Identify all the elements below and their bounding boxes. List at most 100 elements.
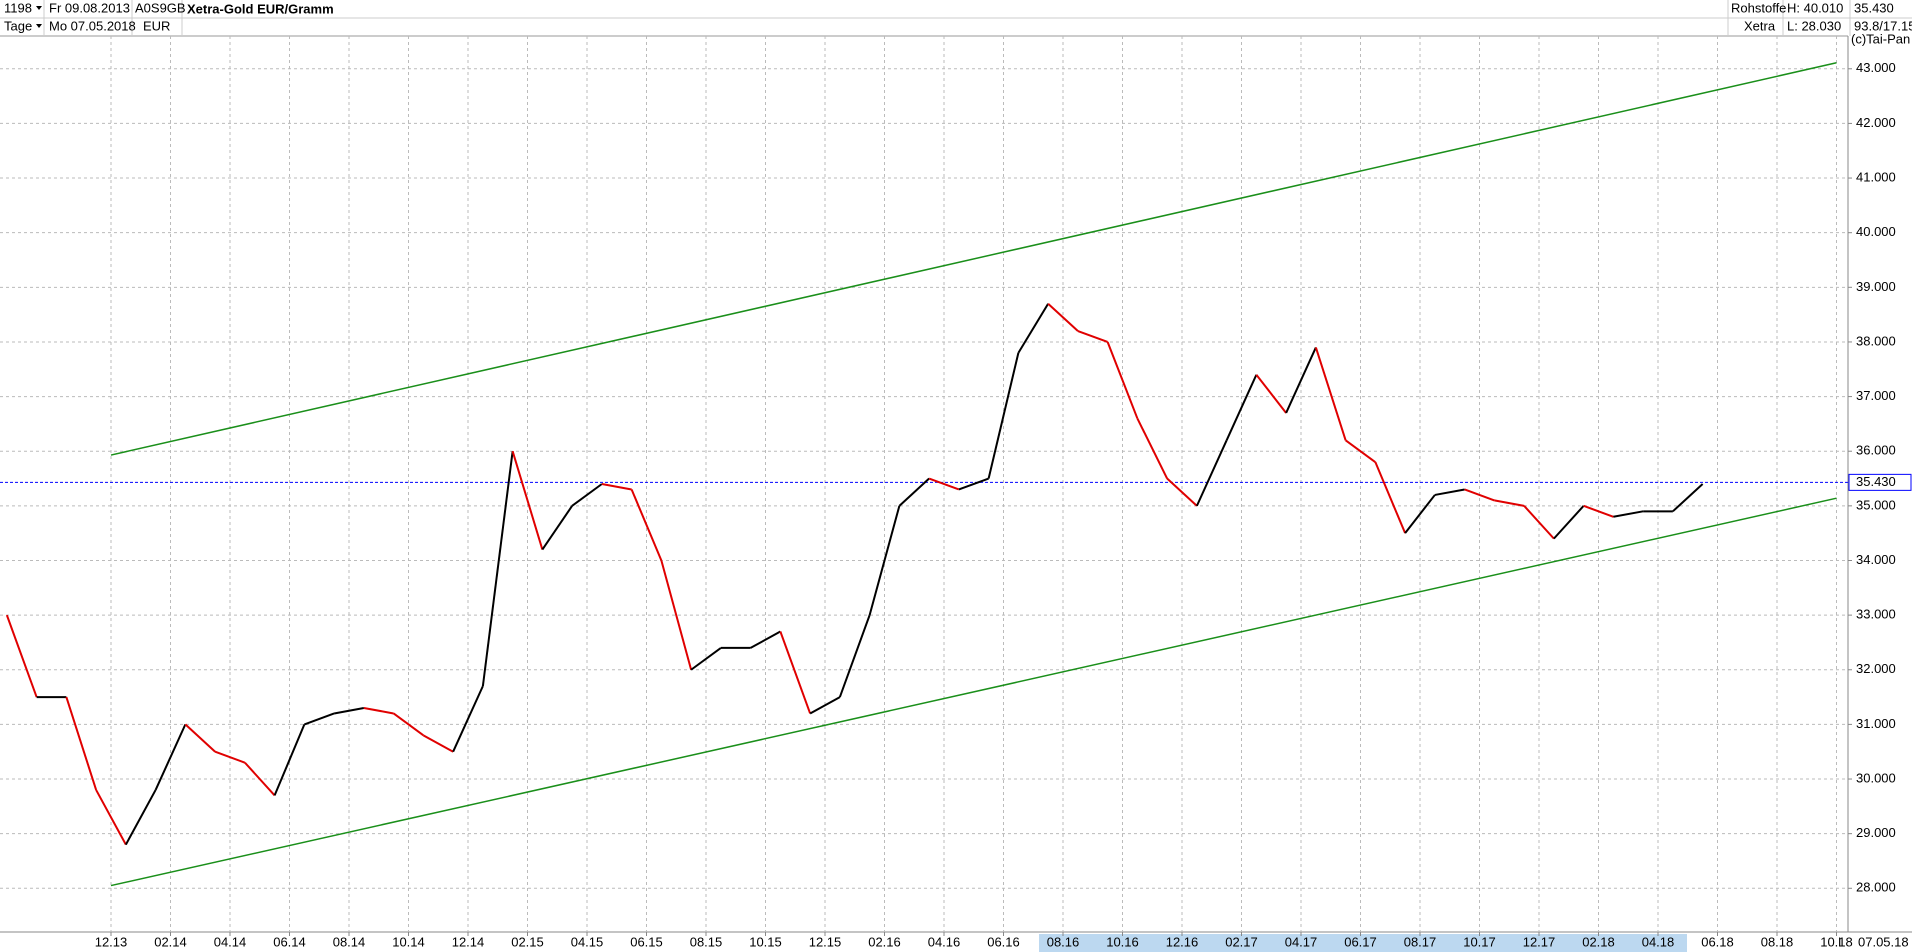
x-tick-label: 06.15: [630, 934, 663, 949]
group: Rohstoffe: [1731, 0, 1786, 15]
price-segment: [898, 477, 930, 507]
price-segment: [1434, 488, 1465, 496]
price-segment: [928, 477, 960, 491]
current-date: 07.05.18: [1858, 934, 1909, 949]
isin: A0S9GB: [135, 0, 186, 15]
y-tick-label: 28.000: [1856, 880, 1896, 895]
price-segment: [244, 761, 276, 797]
x-tick-label: 04.18: [1642, 934, 1675, 949]
price-segment: [571, 483, 603, 507]
price-segment: [214, 750, 246, 764]
price-segment: [838, 614, 871, 698]
y-tick-label: 43.000: [1856, 60, 1896, 75]
price-segment: [5, 614, 38, 698]
price-segment: [1374, 461, 1407, 534]
price-segment: [184, 723, 216, 753]
x-tick-label: 10.18: [1820, 934, 1853, 949]
price-segment: [304, 712, 335, 726]
price-segment: [452, 685, 484, 753]
price-segment: [393, 712, 424, 737]
x-tick-label: 02.18: [1582, 934, 1615, 949]
price-segment: [1225, 374, 1258, 441]
trend-line: [110, 497, 1837, 887]
from-date: Fr 09.08.2013: [49, 0, 130, 15]
last-price-box: [1848, 473, 1912, 491]
price-segment: [809, 696, 841, 715]
period[interactable]: Tage: [4, 18, 32, 33]
dropdown-arrow: [36, 24, 42, 28]
price-segment: [1404, 494, 1436, 534]
y-tick-label: 38.000: [1856, 333, 1896, 348]
x-tick-label: 02.16: [868, 934, 901, 949]
price-segment: [660, 560, 693, 671]
price-segment: [779, 631, 812, 714]
x-tick-label: 08.18: [1761, 934, 1794, 949]
last-price-label: 35.430: [1856, 474, 1896, 489]
y-tick-label: 32.000: [1856, 661, 1896, 676]
x-tick-label: 08.15: [690, 934, 723, 949]
y-tick-label: 39.000: [1856, 279, 1896, 294]
price-segment: [1195, 439, 1228, 507]
x-tick-label: 10.14: [392, 934, 425, 949]
dropdown-arrow: [36, 6, 42, 10]
scale-mode: L: [1838, 934, 1845, 949]
x-tick-label: 06.17: [1344, 934, 1377, 949]
y-tick-label: 29.000: [1856, 825, 1896, 840]
x-tick-label: 04.15: [571, 934, 604, 949]
price-segment: [154, 723, 187, 791]
price-segment: [1583, 504, 1614, 518]
axis-highlight: [1039, 934, 1687, 952]
x-tick-label: 10.17: [1463, 934, 1496, 949]
price-segment: [95, 789, 127, 846]
price-segment: [750, 630, 781, 649]
price-segment: [124, 789, 157, 846]
x-tick-label: 04.14: [214, 934, 247, 949]
x-tick-label: 12.14: [452, 934, 485, 949]
exchange: Xetra: [1744, 18, 1776, 33]
y-tick-label: 31.000: [1856, 716, 1896, 731]
x-tick-label: 04.17: [1285, 934, 1318, 949]
price-segment: [1106, 341, 1139, 419]
price-segment: [601, 483, 632, 491]
y-tick-label: 36.000: [1856, 443, 1896, 458]
x-tick-label: 02.17: [1225, 934, 1258, 949]
price-segment: [273, 724, 306, 796]
y-tick-label: 35.000: [1856, 497, 1896, 512]
y-tick-label: 34.000: [1856, 552, 1896, 567]
x-tick-label: 06.18: [1701, 934, 1734, 949]
price-segment: [65, 696, 98, 791]
x-tick-label: 12.16: [1166, 934, 1199, 949]
x-tick-label: 08.16: [1047, 934, 1080, 949]
last: 35.430: [1854, 0, 1894, 15]
price-segment: [958, 477, 989, 491]
price-segment: [1553, 505, 1585, 540]
x-tick-label: 02.15: [511, 934, 544, 949]
x-tick-label: 12.17: [1523, 934, 1556, 949]
price-segment: [690, 647, 722, 671]
trend-line: [110, 62, 1837, 456]
low: L: 28.030: [1787, 18, 1841, 33]
price-segment: [1255, 374, 1287, 414]
count[interactable]: 1198: [4, 0, 32, 15]
price-segment: [363, 707, 394, 715]
price-segment: [630, 489, 663, 561]
price-segment: [1017, 303, 1049, 354]
x-tick-label: 08.17: [1404, 934, 1437, 949]
volume: 93.8/17.15: [1854, 18, 1912, 33]
high: H: 40.010: [1787, 0, 1843, 15]
x-tick-label: 06.16: [987, 934, 1020, 949]
price-segment: [1047, 302, 1079, 332]
y-tick-label: 37.000: [1856, 388, 1896, 403]
price-segment: [1345, 439, 1376, 463]
x-tick-label: 12.13: [95, 934, 128, 949]
header: 1198 Tage Fr 09.08.2013 Mo 07.05.2018 A0…: [0, 0, 1912, 46]
y-tick-label: 30.000: [1856, 770, 1896, 785]
price-segment: [1166, 477, 1198, 507]
x-tick-label: 08.14: [333, 934, 366, 949]
y-tick-label: 42.000: [1856, 115, 1896, 130]
price-segment: [1464, 488, 1495, 502]
price-segment: [1672, 483, 1704, 513]
price-segment: [1077, 330, 1108, 343]
